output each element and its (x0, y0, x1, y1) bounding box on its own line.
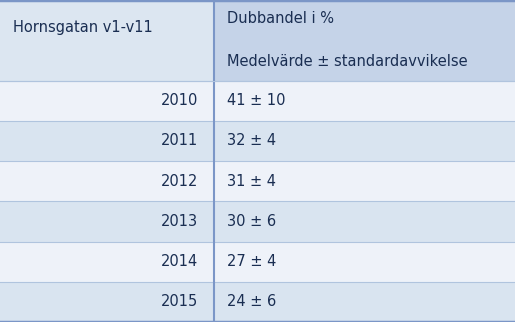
Bar (214, 161, 515, 201)
Bar (0, 242, 214, 282)
Text: 41 ± 10: 41 ± 10 (227, 93, 285, 108)
Bar (214, 201, 515, 242)
Text: 2010: 2010 (161, 93, 198, 108)
Bar (0, 80, 214, 121)
Text: 2013: 2013 (161, 214, 198, 229)
Text: 2014: 2014 (161, 254, 198, 269)
Bar (214, 242, 515, 282)
Bar (0, 161, 214, 201)
Text: 31 ± 4: 31 ± 4 (227, 174, 276, 189)
Text: 32 ± 4: 32 ± 4 (227, 133, 276, 148)
Bar (214, 80, 515, 121)
Bar (214, 121, 515, 161)
Text: 24 ± 6: 24 ± 6 (227, 294, 276, 309)
Text: 2015: 2015 (161, 294, 198, 309)
Text: 30 ± 6: 30 ± 6 (227, 214, 276, 229)
Bar (0, 121, 214, 161)
Bar (0, 282, 214, 322)
Text: 2011: 2011 (161, 133, 198, 148)
Text: Hornsgatan v1-v11: Hornsgatan v1-v11 (13, 20, 152, 35)
Bar (214, 282, 515, 322)
Text: Medelvärde ± standardavvikelse: Medelvärde ± standardavvikelse (227, 54, 467, 70)
Text: Dubbandel i %: Dubbandel i % (227, 11, 334, 26)
Bar (0, 0, 214, 80)
Bar (0, 201, 214, 242)
Text: 2012: 2012 (161, 174, 198, 189)
Bar (214, 0, 515, 80)
Text: 27 ± 4: 27 ± 4 (227, 254, 276, 269)
